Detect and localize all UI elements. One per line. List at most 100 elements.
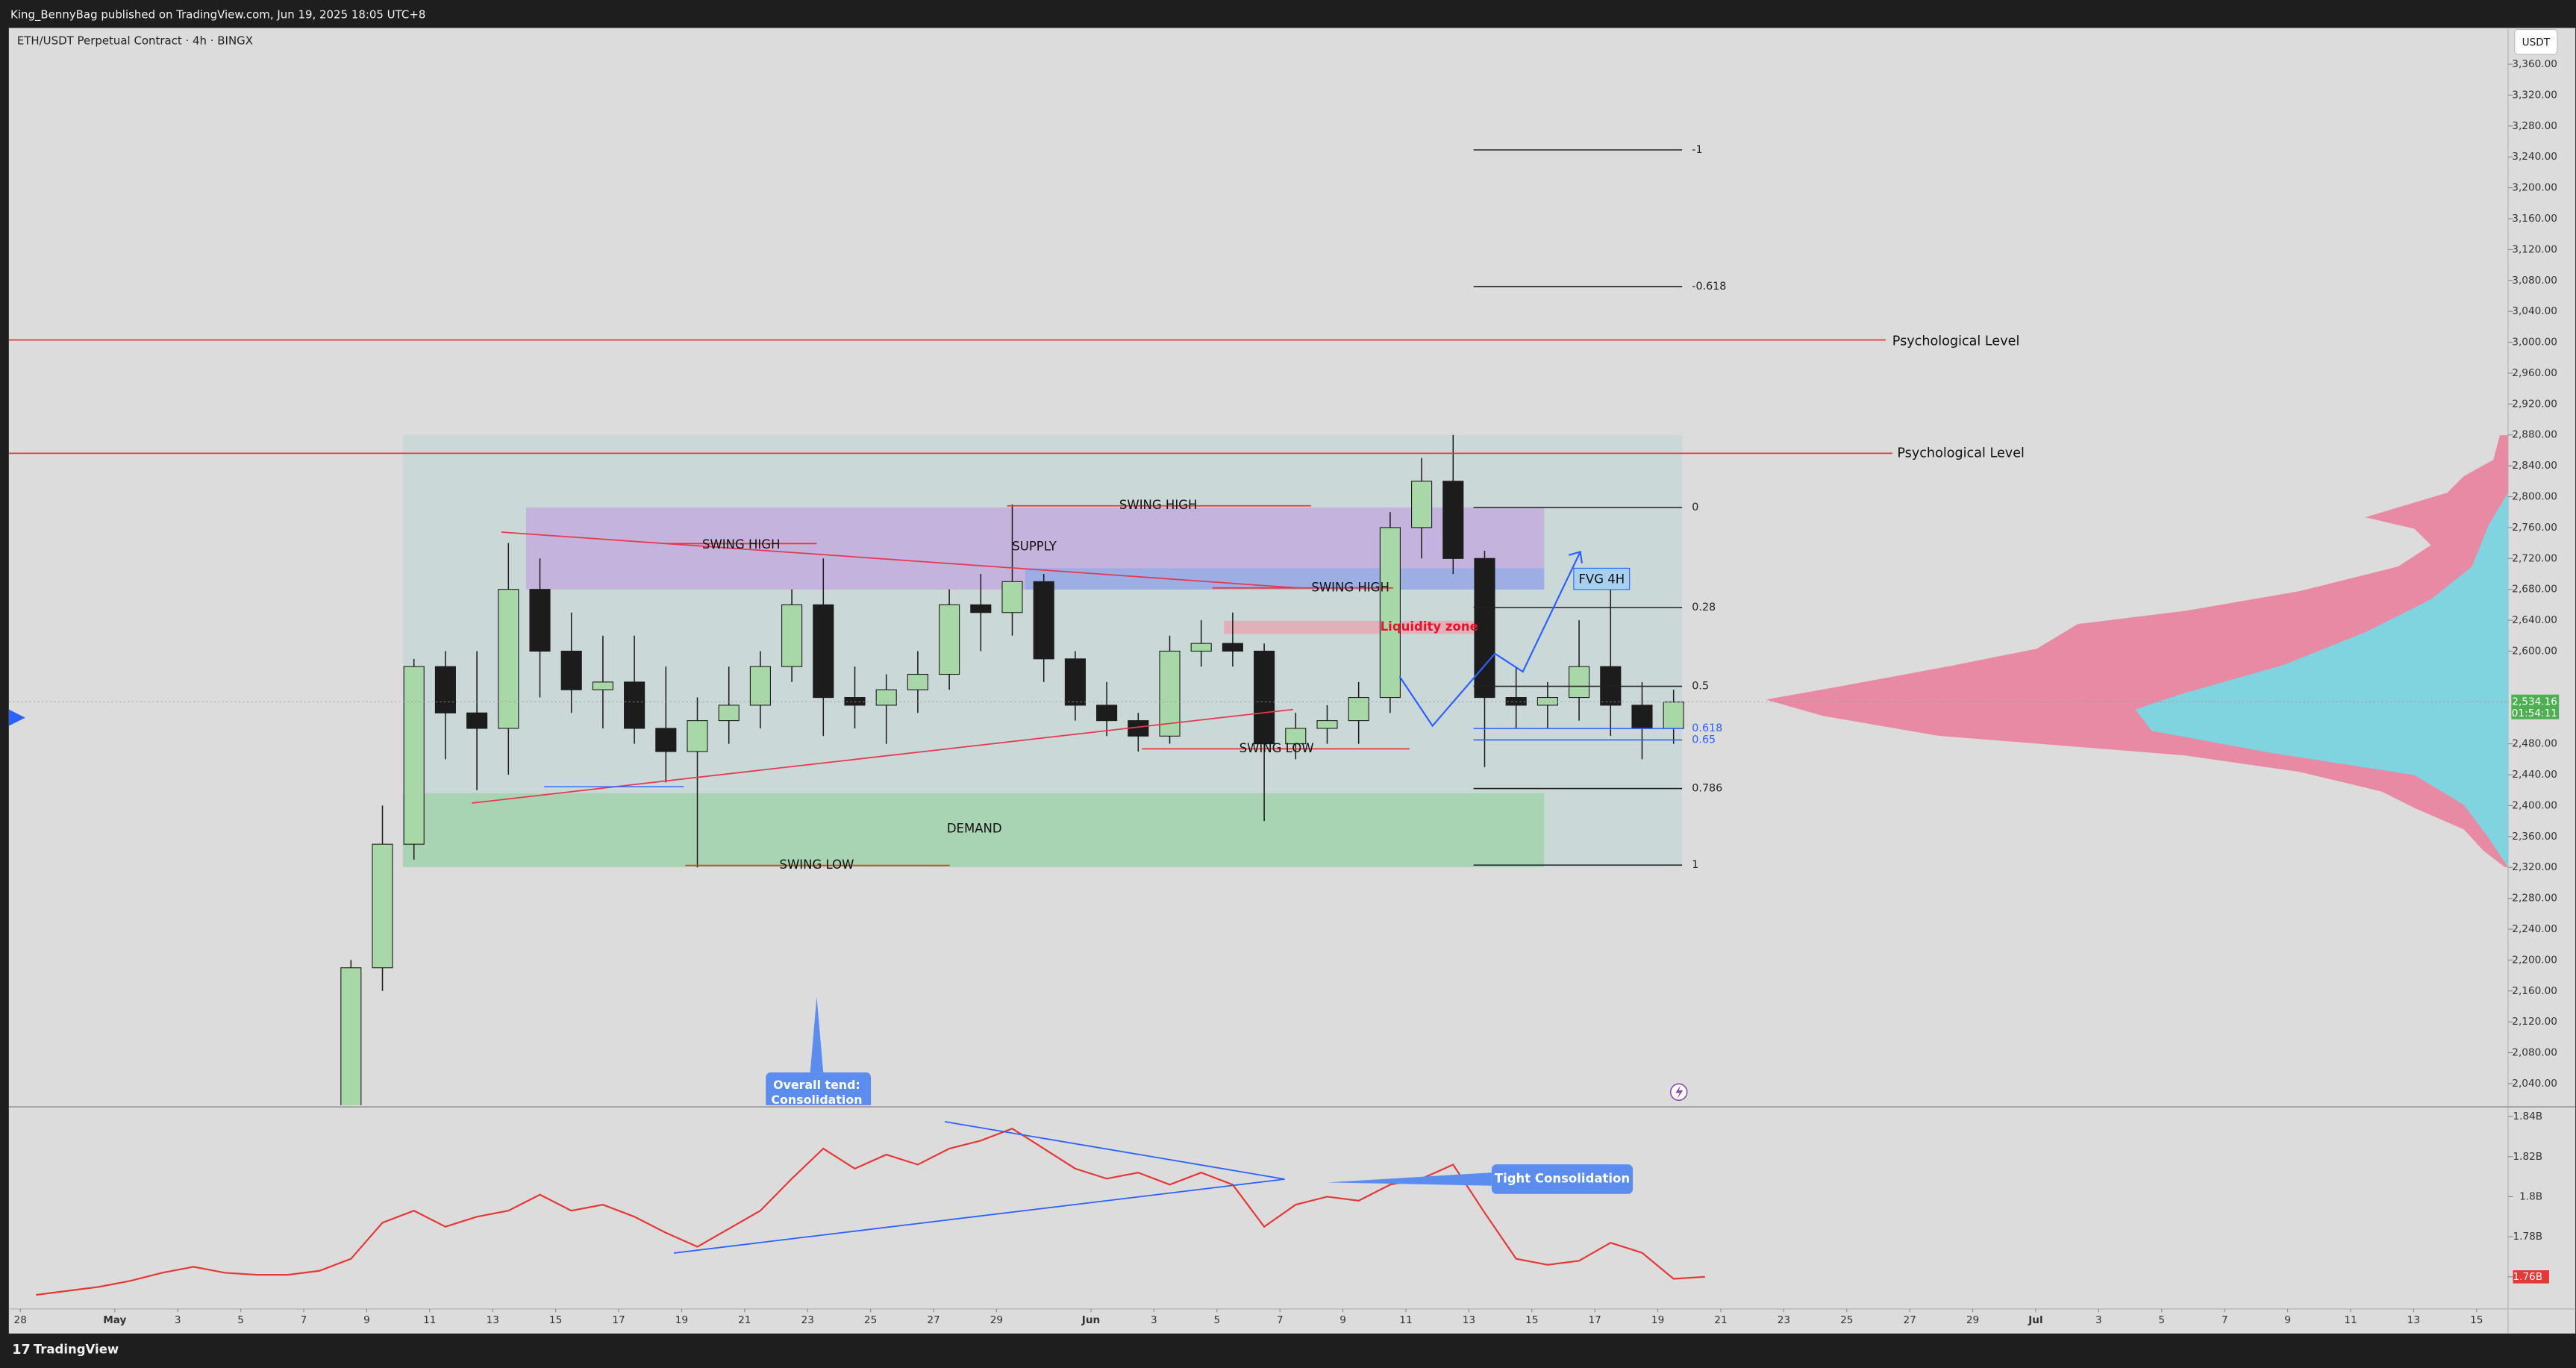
y-tick-label: 2,960.00	[2512, 367, 2557, 379]
y-tick-label: 1.8B	[2519, 1190, 2542, 1202]
candle-body	[1316, 720, 1338, 729]
logo: TradingView	[34, 1342, 119, 1356]
candle-body	[1001, 581, 1023, 613]
candle-body	[1505, 697, 1527, 706]
candle-body	[1096, 705, 1118, 722]
x-tick-label: 29	[1966, 1314, 1979, 1326]
candle-body	[687, 720, 708, 752]
candle-body	[1222, 643, 1243, 652]
swing-low-label: SWING LOW	[1239, 741, 1314, 755]
candle-body	[498, 589, 519, 729]
candle-body	[718, 705, 740, 722]
candle-body	[939, 604, 960, 675]
y-tick-label: 2,400.00	[2512, 799, 2557, 811]
candle-body	[434, 666, 456, 713]
y-tick-label: 2,360.00	[2512, 831, 2557, 843]
x-tick-label: 5	[237, 1314, 244, 1326]
x-tick-label: 21	[738, 1314, 751, 1326]
y-tick-label: 2,080.00	[2512, 1047, 2557, 1059]
swing-low-label: SWING LOW	[779, 858, 854, 872]
y-tick-label: 2,640.00	[2512, 614, 2557, 626]
candle-body	[403, 666, 425, 845]
x-tick-label: 11	[423, 1314, 436, 1326]
y-tick-label: 2,320.00	[2512, 861, 2557, 873]
y-tick-label: 2,440.00	[2512, 769, 2557, 781]
callout	[1491, 1164, 1634, 1194]
imbalance-zone	[1025, 568, 1545, 590]
fvg-box	[1573, 567, 1631, 590]
x-tick-label: 19	[1651, 1314, 1664, 1326]
trend-line	[944, 1121, 1285, 1180]
supply-label: SUPPLY	[1012, 539, 1057, 553]
candle-body	[749, 666, 771, 706]
y-tick-label: 2,840.00	[2512, 460, 2557, 472]
x-tick-label: Jun	[1081, 1314, 1100, 1326]
candle-body	[1064, 658, 1086, 706]
x-tick-label: 3	[175, 1314, 181, 1326]
price-flag	[8, 709, 25, 726]
x-tick-label: 7	[2222, 1314, 2228, 1326]
fib-label: 0.28	[1692, 602, 1716, 613]
y-tick-label: 3,040.00	[2512, 305, 2557, 317]
line-series	[36, 1127, 1705, 1296]
y-tick-label: 2,200.00	[2512, 954, 2557, 966]
x-tick-label: 9	[363, 1314, 370, 1326]
y-tick-label: 3,080.00	[2512, 275, 2557, 287]
candle-body	[1569, 666, 1590, 699]
fvg-label: FVG 4H	[1578, 572, 1625, 586]
projection-path	[1398, 551, 1581, 728]
y-tick-label: 3,160.00	[2512, 213, 2557, 225]
candle-body	[529, 589, 551, 652]
y-tick-label: 2,120.00	[2512, 1016, 2557, 1028]
swing-high-label: SWING HIGH	[1311, 580, 1389, 594]
x-tick-label: May	[103, 1314, 126, 1326]
fib-label: -0.618	[1692, 281, 1726, 293]
candle-body	[1033, 581, 1054, 660]
volume-profile-up	[2135, 493, 2508, 867]
candle-body	[372, 843, 393, 969]
x-tick-label: 17	[612, 1314, 625, 1326]
candle-body	[1411, 481, 1433, 528]
candle-body	[1254, 650, 1275, 745]
psych-label: Psychological Level	[1897, 446, 2025, 460]
candle-body	[875, 689, 897, 706]
y-tick-label: 2,280.00	[2512, 893, 2557, 905]
psych-label: Psychological Level	[1892, 334, 2020, 349]
x-tick-label: 19	[675, 1314, 688, 1326]
x-tick-label: 15	[1525, 1314, 1538, 1326]
x-tick-label: 13	[2407, 1314, 2420, 1326]
candle-body	[1663, 702, 1684, 729]
callout-pointer	[1327, 1172, 1492, 1186]
currency[interactable]: USDT	[2522, 37, 2551, 49]
x-tick-label: 5	[1213, 1314, 1220, 1326]
candle-body	[340, 967, 362, 1105]
lower-plot	[36, 1127, 1705, 1296]
x-tick-label: 3	[1151, 1314, 1157, 1326]
candle-body	[1159, 650, 1181, 737]
currency-button[interactable]	[2514, 29, 2558, 55]
y-tick-label: 2,800.00	[2512, 491, 2557, 503]
demand-zone	[402, 793, 1545, 867]
alert-bolt[interactable]	[1675, 1085, 1684, 1099]
y-tick-label: 2,040.00	[2512, 1078, 2557, 1090]
trend-line	[472, 708, 1293, 804]
y-tick-label: 3,280.00	[2512, 120, 2557, 132]
x-tick-label: 15	[549, 1314, 562, 1326]
y-tick-label: 3,320.00	[2512, 89, 2557, 101]
trend-line	[673, 1178, 1285, 1254]
liquidity-zone	[1224, 620, 1474, 634]
candle-body	[1379, 527, 1401, 699]
fib-label: 0.65	[1692, 734, 1716, 746]
candle-body	[1190, 643, 1212, 652]
x-tick-label: 21	[1714, 1314, 1727, 1326]
y-tick-label: 2,240.00	[2512, 923, 2557, 935]
liquidity-label: Liquidity zone	[1381, 619, 1478, 634]
y-tick-label: 3,120.00	[2512, 243, 2557, 255]
x-tick-label: 15	[2470, 1314, 2483, 1326]
y-tick-label: 2,680.00	[2512, 584, 2557, 596]
demand-label: DEMAND	[947, 822, 1002, 836]
x-tick-label: 7	[301, 1314, 307, 1326]
fib-label: 0.786	[1692, 783, 1722, 795]
